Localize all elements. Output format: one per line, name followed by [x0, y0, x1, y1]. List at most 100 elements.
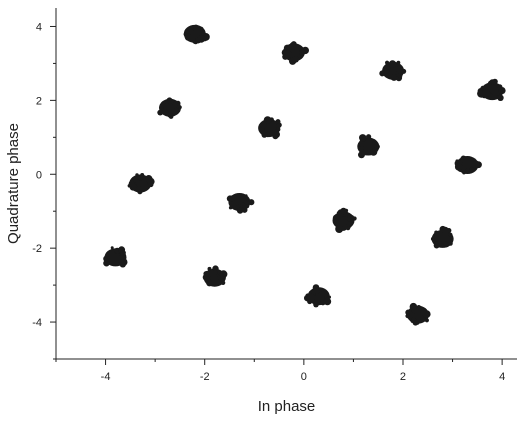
cluster-speckle: [228, 206, 233, 210]
cluster-speckle: [310, 289, 316, 295]
cluster-speckle: [454, 163, 463, 171]
cluster-speckle: [245, 204, 249, 208]
constellation-point: [477, 78, 506, 102]
cluster-speckle: [145, 175, 153, 183]
cluster-speckle: [276, 123, 281, 129]
cluster-speckle: [205, 273, 210, 277]
cluster-speckle: [226, 195, 234, 202]
constellation-point: [202, 265, 228, 287]
cluster-speckle: [409, 302, 418, 311]
cluster-speckle: [358, 140, 365, 147]
cluster-speckle: [397, 65, 401, 69]
data-points: [103, 24, 506, 326]
constellation-point: [258, 116, 282, 140]
axes: [55, 8, 517, 360]
cluster-speckle: [390, 73, 398, 81]
cluster-speckle: [260, 121, 267, 129]
constellation-point: [379, 60, 407, 82]
cluster-speckle: [401, 68, 407, 74]
cluster-speckle: [129, 183, 137, 191]
cluster-speckle: [212, 265, 219, 272]
cluster-speckle: [157, 109, 164, 116]
cluster-speckle: [135, 173, 139, 177]
cluster-speckle: [323, 297, 332, 306]
cluster-speckle: [415, 321, 420, 325]
constellation-point: [430, 225, 454, 249]
cluster-speckle: [335, 225, 344, 233]
cluster-speckle: [497, 94, 504, 102]
cluster-speckle: [448, 232, 453, 237]
cluster-speckle: [384, 68, 390, 74]
cluster-speckle: [173, 108, 179, 114]
cluster-speckle: [199, 26, 204, 31]
cluster-speckle: [430, 237, 435, 241]
cluster-speckle: [495, 91, 500, 96]
cluster-speckle: [396, 60, 401, 65]
cluster-speckle: [313, 301, 319, 308]
cluster-speckle: [169, 113, 173, 117]
y-tick-label: -2: [32, 243, 42, 255]
cluster-speckle: [372, 147, 378, 153]
constellation-point: [157, 97, 182, 119]
cluster-speckle: [462, 171, 466, 175]
x-tick-label: -4: [101, 371, 111, 383]
constellation-point: [332, 207, 357, 233]
cluster-speckle: [478, 91, 485, 98]
x-tick-label: -2: [200, 371, 210, 383]
cluster-speckle: [283, 50, 292, 59]
cluster-speckle: [220, 280, 226, 285]
cluster-speckle: [166, 97, 173, 104]
cluster-speckle: [480, 85, 486, 91]
cluster-speckle: [110, 246, 114, 250]
cluster-speckle: [138, 187, 144, 193]
cluster-speckle: [185, 30, 190, 34]
cluster-speckle: [289, 42, 298, 50]
cluster-speckle: [119, 254, 126, 261]
cluster-speckle: [212, 270, 218, 275]
cluster-speckle: [471, 167, 476, 172]
cluster-speckle: [219, 270, 228, 279]
cluster-speckle: [184, 33, 192, 41]
constellation-point: [103, 246, 128, 268]
cluster-speckle: [434, 237, 439, 242]
cluster-speckle: [244, 194, 248, 198]
cluster-speckle: [362, 149, 369, 156]
x-tick-label: 0: [301, 371, 307, 383]
cluster-speckle: [338, 211, 342, 215]
cluster-speckle: [352, 216, 357, 221]
cluster-speckle: [206, 280, 213, 287]
cluster-speckle: [327, 295, 331, 299]
cluster-speckle: [385, 60, 390, 65]
cluster-speckle: [323, 293, 328, 298]
cluster-speckle: [405, 313, 410, 319]
constellation-point: [183, 24, 210, 45]
cluster-speckle: [498, 87, 506, 95]
cluster-speckle: [120, 250, 126, 256]
cluster-speckle: [237, 206, 244, 213]
x-tick-label: 4: [499, 371, 505, 383]
cluster-speckle: [118, 259, 123, 264]
cluster-speckle: [460, 155, 467, 163]
x-axis-title: In phase: [258, 398, 316, 415]
cluster-speckle: [266, 117, 272, 124]
cluster-speckle: [160, 105, 164, 109]
cluster-speckle: [165, 110, 169, 115]
y-tick-label: 0: [36, 169, 42, 181]
cluster-speckle: [405, 309, 412, 316]
cluster-speckle: [376, 145, 380, 149]
cluster-speckle: [474, 160, 479, 165]
constellation-point: [454, 155, 482, 175]
y-tick-label: 2: [36, 95, 42, 107]
cluster-speckle: [433, 242, 440, 249]
cluster-speckle: [359, 134, 367, 142]
y-tick-label: 4: [36, 21, 42, 33]
cluster-speckle: [439, 225, 447, 233]
cluster-speckle: [411, 317, 416, 322]
cluster-speckle: [172, 102, 178, 107]
cluster-speckle: [207, 266, 212, 271]
cluster-speckle: [465, 168, 470, 173]
constellation-point: [405, 302, 431, 326]
y-axis-title: Quadrature phase: [5, 123, 22, 244]
cluster-speckle: [114, 248, 119, 253]
cluster-speckle: [489, 79, 496, 85]
